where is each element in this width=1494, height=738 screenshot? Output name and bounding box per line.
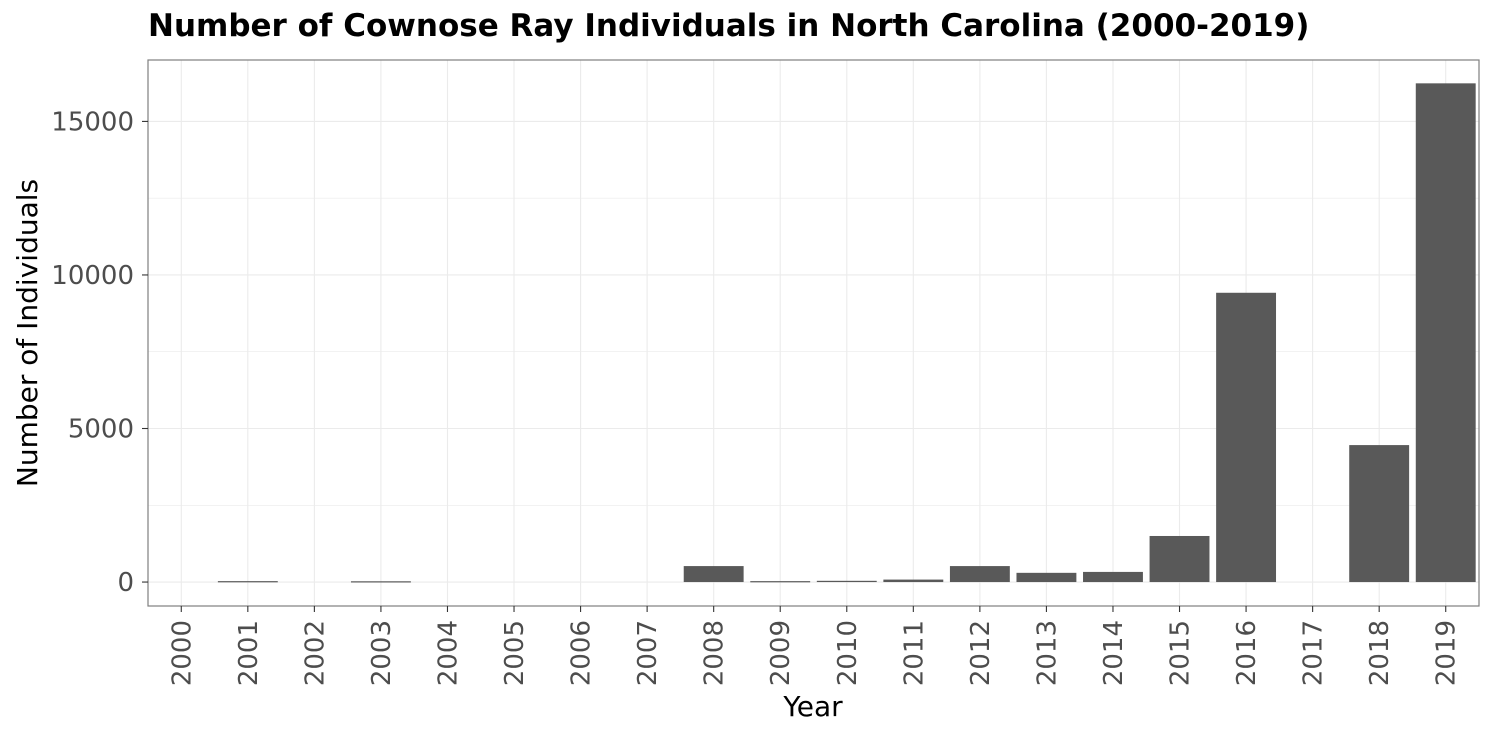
x-tick-label: 2004 [433,620,463,686]
x-axis-ticks: 2000 2001 2002 2003 2004 2005 2006 2007 2008 2009… [167,606,1462,686]
panel-border [147,59,1480,607]
bar-2013 [1016,572,1077,583]
bar-2001 [217,581,278,583]
bar-2016 [1216,292,1277,583]
x-tick-label: 2016 [1232,620,1262,686]
x-tick-label: 2015 [1166,620,1196,686]
y-tick-label: 5000 [68,415,134,445]
x-tick-label: 2005 [500,620,530,686]
x-axis-title: Year [782,690,843,723]
bar-2008 [683,566,744,583]
bars [217,83,1476,583]
y-tick-label: 15000 [51,107,134,137]
x-tick-label: 2019 [1432,620,1462,686]
y-tick-label: 0 [117,568,134,598]
bar-2012 [949,566,1010,583]
grid-lines [148,60,1479,606]
x-tick-label: 2013 [1032,620,1062,686]
x-tick-label: 2009 [766,620,796,686]
x-tick-label: 2012 [966,620,996,686]
bar-2014 [1083,571,1143,583]
x-tick-label: 2000 [167,620,197,686]
x-tick-label: 2001 [234,620,264,686]
bar-2010 [816,580,877,583]
y-axis-ticks: 0 5000 10000 15000 [51,107,148,598]
x-tick-label: 2006 [567,620,597,686]
x-tick-label: 2018 [1365,620,1395,686]
bar-2011 [883,579,944,583]
y-tick-label: 10000 [51,261,134,291]
bar-2003 [350,581,411,583]
bar-2009 [750,581,811,583]
y-axis-title: Number of Individuals [11,179,44,487]
bar-2018 [1349,445,1410,583]
chart-title: Number of Cownose Ray Individuals in Nor… [148,8,1310,44]
x-tick-label: 2002 [300,620,330,686]
x-tick-label: 2010 [833,620,863,686]
bar-2015 [1149,535,1210,583]
x-tick-label: 2007 [633,620,663,686]
x-tick-label: 2008 [700,620,730,686]
x-tick-label: 2017 [1299,620,1329,686]
x-tick-label: 2011 [899,620,929,686]
x-tick-label: 2014 [1099,620,1129,686]
bar-2019 [1415,83,1476,583]
x-tick-label: 2003 [367,620,397,686]
